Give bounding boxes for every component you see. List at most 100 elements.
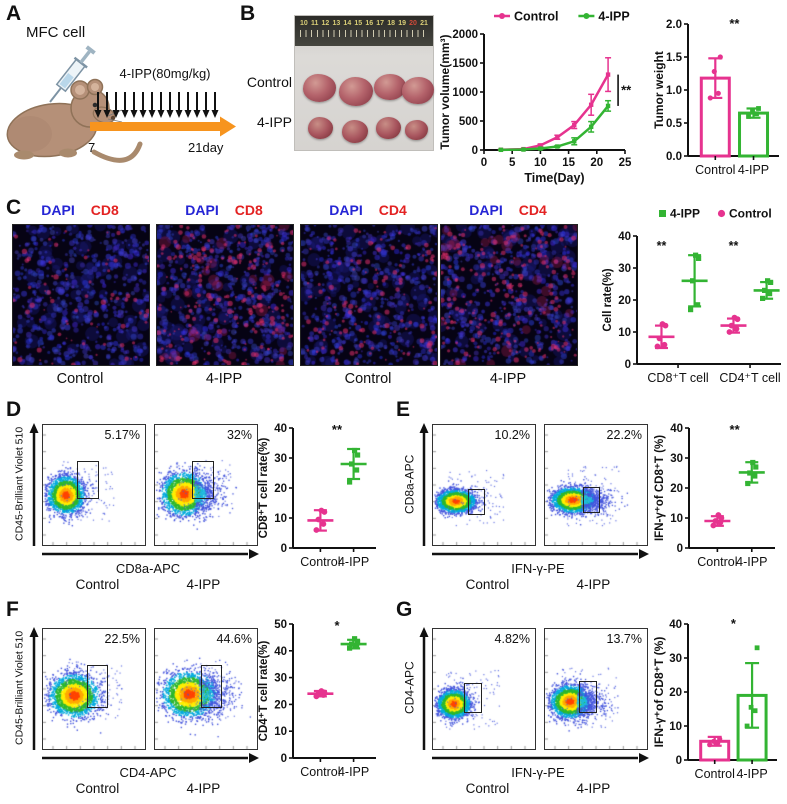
flow-pair-g: CD4-APC 4.82% 13.7% IFN-γ-PE Control 4-IP… (402, 627, 652, 804)
tumor-photo: 10 11 12 13 14 15 16 17 18 19 20 21 (295, 16, 434, 150)
svg-text:40: 40 (618, 231, 631, 243)
svg-text:10: 10 (670, 513, 683, 525)
condition-label: 4-IPP (489, 371, 527, 387)
flow-x-axis-label: IFN-γ-PE (511, 561, 565, 576)
gate-percent: 4.82% (494, 632, 530, 646)
mouse-injection-diagram (6, 45, 236, 163)
svg-text:10: 10 (669, 721, 682, 733)
svg-text:4-IPP: 4-IPP (736, 767, 767, 781)
svg-text:1.0: 1.0 (666, 85, 682, 97)
gate-percent: 13.7% (606, 632, 642, 646)
svg-text:4-IPP: 4-IPP (598, 10, 629, 24)
flow-pair-e: CD8a-APC 10.2% 22.2% IFN-γ-PE Control 4-I… (402, 423, 652, 610)
gate-percent: 32% (226, 428, 252, 442)
tumor-sample (339, 77, 373, 106)
ruler-numbers: 10 11 12 13 14 15 16 17 18 19 20 21 (300, 20, 428, 27)
dapi-stain-label: DAPI (185, 202, 219, 218)
gate-box (578, 680, 597, 713)
svg-text:2.0: 2.0 (666, 19, 682, 31)
gate-percent: 44.6% (216, 632, 252, 646)
svg-text:CD8⁺T cell rate(%): CD8⁺T cell rate(%) (258, 438, 270, 539)
svg-text:CD4⁺T cell rate(%): CD4⁺T cell rate(%) (258, 641, 270, 742)
svg-text:15: 15 (562, 157, 575, 169)
tumor-sample (303, 74, 336, 102)
photo-row-label-control: Control (246, 74, 292, 90)
svg-text:Control: Control (729, 207, 772, 221)
svg-text:10: 10 (274, 726, 287, 738)
condition-label: Control (465, 577, 510, 592)
svg-text:10: 10 (274, 513, 287, 525)
flow-y-axis-arrow (419, 423, 429, 546)
condition-label: 4-IPP (186, 577, 221, 592)
svg-text:CD8⁺T cell: CD8⁺T cell (647, 371, 708, 385)
tumor-sample (308, 117, 333, 139)
flow-y-axis-arrow (419, 627, 429, 750)
fluorescence-micrograph (156, 224, 294, 366)
svg-text:*: * (731, 616, 737, 631)
panel-f-label: F (6, 598, 19, 621)
flow-x-axis-label: IFN-γ-PE (511, 765, 565, 780)
svg-text:40: 40 (669, 619, 682, 631)
svg-text:10: 10 (534, 157, 547, 169)
svg-text:**: ** (730, 422, 741, 437)
flow-plot-4ipp: 22.2% (544, 424, 648, 546)
svg-text:**: ** (332, 422, 343, 437)
panel-c-label: C (6, 196, 22, 219)
flow-y-axis-arrow (29, 423, 39, 546)
svg-text:40: 40 (670, 423, 683, 435)
flow-y-axis-label: CD45-Brilliant Violet 510 (13, 426, 26, 542)
fluoro-image-cd4-4ipp: DAPI CD4 4-IPP (440, 202, 578, 387)
cd8-stain-label: CD8 (234, 202, 263, 218)
flow-x-axis-arrow (42, 549, 259, 559)
flow-x-axis-arrow (432, 753, 649, 763)
gate-box (86, 665, 109, 708)
svg-text:4-IPP: 4-IPP (338, 555, 369, 569)
fluoro-image-cd4-control: DAPI CD4 Control (300, 202, 438, 387)
svg-text:0: 0 (472, 145, 478, 157)
svg-text:IFN-γ⁺of CD8⁺T (%): IFN-γ⁺of CD8⁺T (%) (654, 435, 666, 541)
condition-label: 4-IPP (186, 781, 221, 796)
svg-text:**: ** (621, 82, 632, 97)
svg-text:20: 20 (590, 157, 603, 169)
flow-plot-4ipp: 13.7% (544, 628, 648, 750)
svg-text:Control: Control (514, 10, 558, 24)
gate-percent: 22.5% (104, 632, 140, 646)
panel-g-label: G (396, 598, 413, 621)
cell-rate-chart: 0 10 20 30 40 Cell rate(%) CD8⁺T cell ** CD4⁺T c… (602, 207, 781, 385)
condition-label: 4-IPP (576, 577, 611, 592)
flow-plot-4ipp: 32% (154, 424, 258, 546)
condition-label: Control (344, 371, 392, 387)
gate-percent: 22.2% (606, 428, 642, 442)
svg-text:20: 20 (618, 295, 631, 307)
svg-text:500: 500 (459, 116, 478, 128)
svg-text:Control: Control (300, 555, 340, 569)
flow-y-axis-label: CD8a-APC (402, 454, 417, 514)
svg-text:0: 0 (481, 157, 487, 169)
svg-text:CD4⁺T cell: CD4⁺T cell (719, 371, 780, 385)
svg-text:20: 20 (670, 483, 683, 495)
fluoro-image-cd8-control: DAPI CD8 Control (12, 202, 150, 387)
svg-text:30: 30 (618, 263, 631, 275)
ruler-ticks (300, 30, 428, 37)
svg-text:0: 0 (281, 753, 287, 765)
gate-box (76, 461, 100, 499)
cd4-stain-label: CD4 (518, 202, 547, 218)
flow-y-axis-label: CD45-Brilliant Violet 510 (13, 630, 26, 746)
svg-text:**: ** (729, 16, 740, 31)
timeline-end-label: 21day (188, 140, 224, 155)
flow-plot-control: 4.82% (432, 628, 536, 750)
fluorescence-micrograph (300, 224, 438, 366)
gate-percent: 5.17% (104, 428, 140, 442)
cd8-stain-label: CD8 (90, 202, 119, 218)
gate-box (582, 487, 601, 514)
flow-plot-control: 5.17% (42, 424, 146, 546)
svg-text:0.5: 0.5 (666, 118, 683, 130)
cd4-t-cell-rate-chart: 0 10 20 30 40 50 CD4⁺T cell rate(%) Control4-IP… (258, 618, 376, 779)
flow-x-axis-label: CD8a-APC (115, 561, 181, 576)
svg-text:IFN-γ⁺of CD8⁺T (%): IFN-γ⁺of CD8⁺T (%) (652, 637, 666, 748)
condition-label: Control (75, 577, 120, 592)
svg-text:**: ** (657, 239, 667, 253)
svg-text:Tumor weight: Tumor weight (652, 51, 666, 129)
